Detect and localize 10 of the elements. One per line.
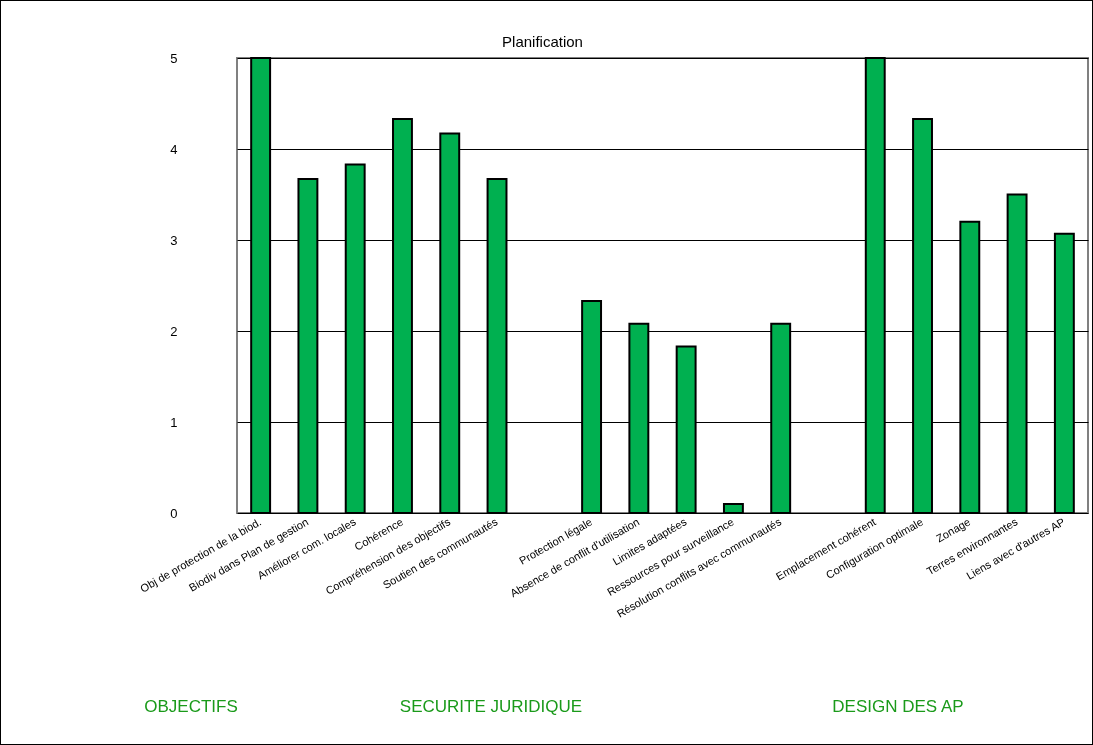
y-tick-label: 3 <box>170 232 178 248</box>
text: DESIGN DES AP <box>832 697 964 717</box>
chart-title: Planification <box>502 33 583 50</box>
y-tick-label: 2 <box>170 323 178 339</box>
text: SECURITE JURIDIQUE <box>399 697 583 717</box>
y-tick-label: 5 <box>170 50 178 66</box>
y-tick-label: 4 <box>170 141 178 157</box>
y-tick-label: 1 <box>170 414 178 430</box>
y-tick-label: 0 <box>170 505 178 521</box>
text: OBJECTIFS <box>144 697 238 717</box>
